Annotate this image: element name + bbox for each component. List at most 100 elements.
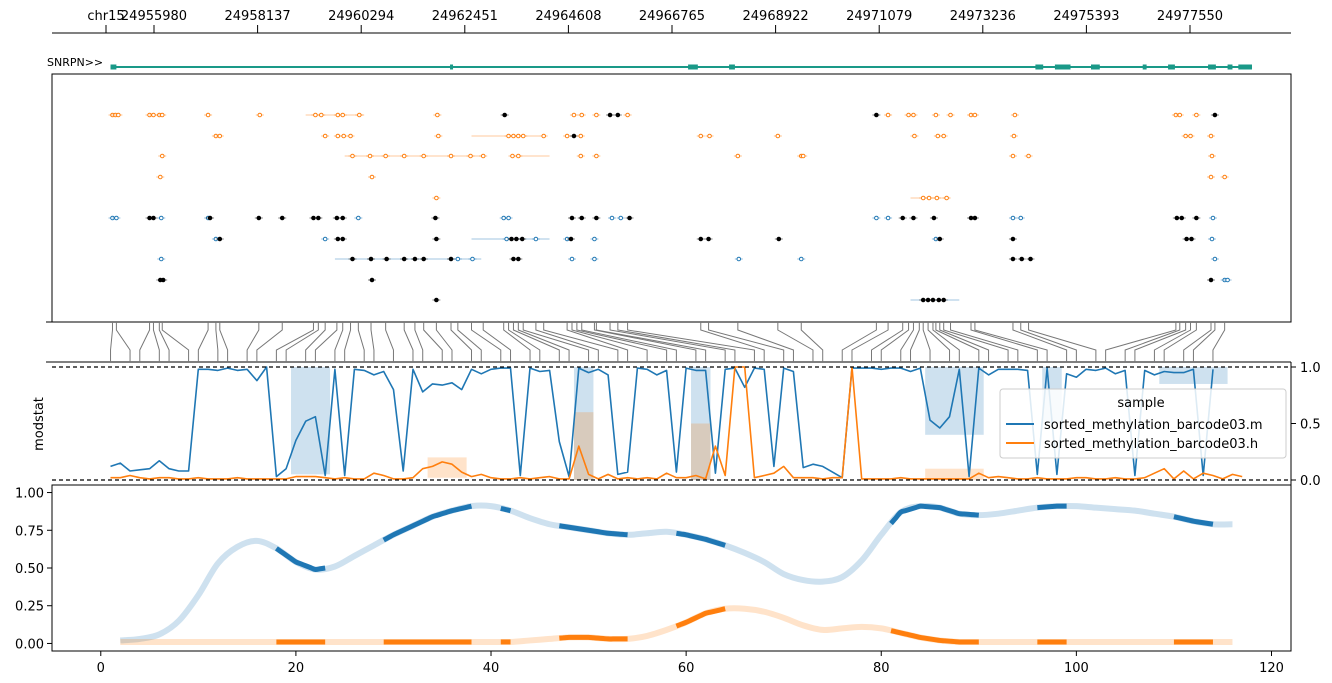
methylation-call-point xyxy=(516,256,521,262)
methylation-call-point xyxy=(1177,112,1183,118)
methylation-call-point xyxy=(217,236,223,242)
methylation-call-point xyxy=(114,215,119,221)
methylation-call-point xyxy=(625,112,630,118)
methylation-call-point xyxy=(322,236,328,242)
connector-line xyxy=(508,322,541,362)
connector-line xyxy=(1212,322,1226,362)
methylation-call-point xyxy=(383,153,388,159)
x-tick-label: 0 xyxy=(97,661,105,676)
connector-line xyxy=(115,322,131,362)
methylation-call-point xyxy=(356,215,361,221)
methylation-call-point xyxy=(698,133,704,139)
coord-tick-label: 24971079 xyxy=(846,9,912,24)
methylation-call-point xyxy=(502,112,507,118)
connector-line xyxy=(927,322,951,362)
connector-line xyxy=(609,322,726,362)
methylation-call-point xyxy=(401,256,407,262)
connector-line xyxy=(512,322,560,362)
smoothed-line-m-significant xyxy=(500,505,512,514)
methylation-call-point xyxy=(579,215,585,221)
connector-line xyxy=(841,322,877,362)
connector-line xyxy=(197,322,209,362)
chrom-label: chr15 xyxy=(87,9,124,24)
modstat-confidence-band xyxy=(925,468,984,480)
methylation-call-point xyxy=(334,215,340,221)
connector-line xyxy=(457,322,482,362)
methylation-call-point xyxy=(369,277,375,283)
methylation-call-point xyxy=(506,215,511,221)
modstat-line-h xyxy=(110,366,1243,480)
methylation-call-point xyxy=(933,112,939,118)
modstat-confidence-band xyxy=(691,367,711,480)
methylation-call-point xyxy=(706,236,711,242)
methylation-call-point xyxy=(436,133,441,139)
connector-line xyxy=(110,322,113,362)
methylation-call-point xyxy=(609,215,615,221)
smoothed-line-m-significant xyxy=(1173,514,1214,527)
methylation-call-point xyxy=(775,133,781,139)
smoothed-line-m-significant xyxy=(274,546,326,573)
x-tick-label: 60 xyxy=(678,661,695,676)
connector-line xyxy=(305,322,326,362)
connector-line xyxy=(870,322,904,362)
methylation-call-point xyxy=(579,112,585,118)
connector-line xyxy=(700,322,765,362)
modstat-confidence-band xyxy=(573,412,594,480)
methylation-call-point xyxy=(520,133,526,139)
methylation-call-point xyxy=(912,133,917,139)
connector-line xyxy=(566,322,629,362)
methylation-call-point xyxy=(350,256,355,262)
methylation-call-point xyxy=(911,112,916,118)
methylation-call-point xyxy=(1011,133,1017,139)
x-tick-label: 80 xyxy=(873,661,890,676)
methylation-call-point xyxy=(116,112,121,118)
connector-line xyxy=(543,322,619,362)
methylation-call-point xyxy=(435,112,440,118)
gene-exon xyxy=(1238,64,1252,70)
methylation-call-point xyxy=(1209,236,1215,242)
connector-line xyxy=(1012,322,1068,362)
methylation-call-point xyxy=(348,133,353,139)
methylation-call-point xyxy=(1028,256,1033,262)
coord-tick-label: 24966765 xyxy=(639,9,705,24)
connector-line xyxy=(1183,322,1212,362)
methylation-call-point xyxy=(937,236,943,242)
gene-exon xyxy=(688,64,698,70)
methylation-call-point xyxy=(578,153,584,159)
x-tick-label: 120 xyxy=(1259,661,1284,676)
modstat-y-tick-label: 0.5 xyxy=(1300,418,1321,433)
connector-line xyxy=(219,322,229,362)
methylation-call-point xyxy=(341,133,347,139)
connector-line xyxy=(1153,322,1192,362)
methylation-call-point xyxy=(594,112,599,118)
methylation-call-point xyxy=(357,112,362,118)
methylation-call-point xyxy=(340,112,346,118)
connector-line xyxy=(215,322,219,362)
methylation-call-point xyxy=(564,133,570,139)
methylation-call-point xyxy=(1018,215,1024,221)
methylation-call-point xyxy=(578,133,584,139)
methylation-call-point xyxy=(798,256,804,262)
connector-line xyxy=(595,322,707,362)
methylation-call-point xyxy=(1212,256,1218,262)
connector-line xyxy=(777,322,814,362)
methylation-call-point xyxy=(350,153,355,159)
y-tick-label: 0.25 xyxy=(15,600,44,615)
methylation-call-point xyxy=(1209,153,1215,159)
gene-exon xyxy=(1168,64,1175,70)
modstat-panel: 0.0 0.5 1.0 modstat sample sorted_methylat… xyxy=(32,361,1321,489)
methylation-call-point xyxy=(421,256,427,262)
connector-line xyxy=(910,322,920,362)
methylation-call-point xyxy=(1194,215,1199,221)
methylation-call-point xyxy=(627,215,632,221)
methylation-call-point xyxy=(256,215,262,221)
connector-line xyxy=(800,322,824,362)
connector-line xyxy=(139,322,151,362)
methylation-call-point xyxy=(335,133,341,139)
coord-tick-label: 24960294 xyxy=(328,9,394,24)
gene-exon xyxy=(110,64,117,70)
connector-line xyxy=(344,322,352,362)
methylation-call-point xyxy=(318,112,324,118)
methylation-call-point xyxy=(516,153,521,159)
